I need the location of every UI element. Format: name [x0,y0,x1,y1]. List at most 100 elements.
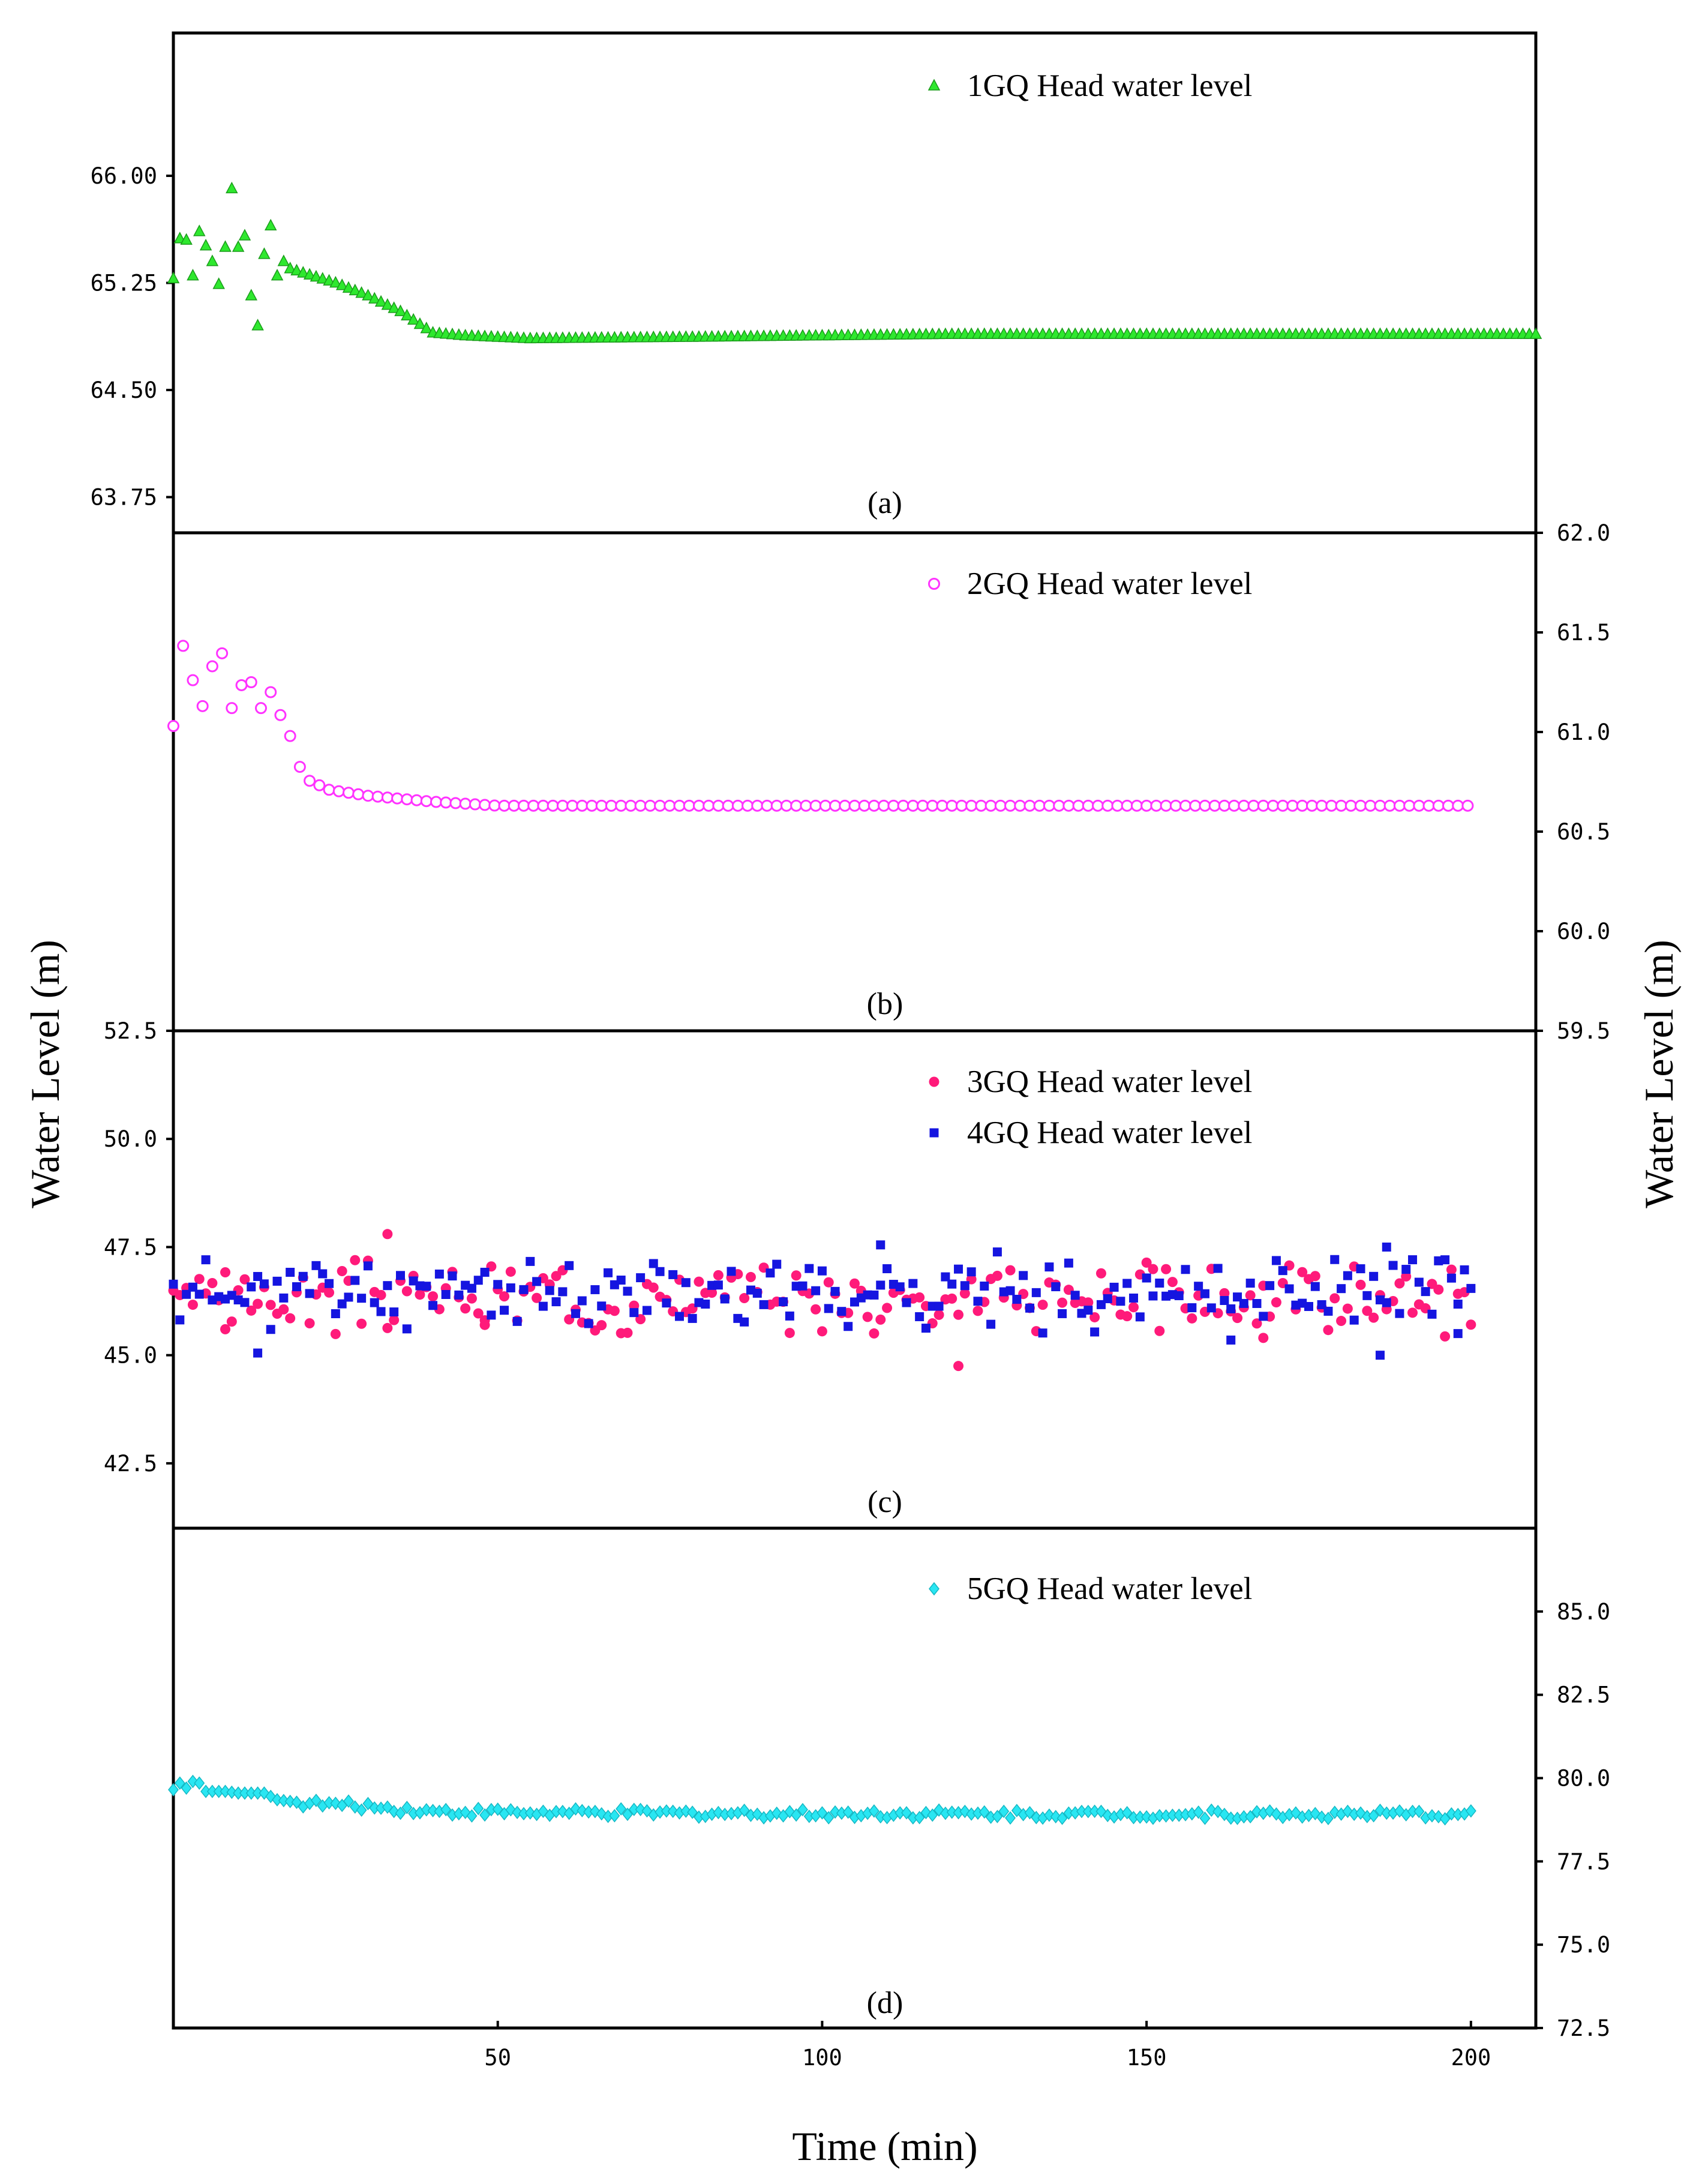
data-point [745,1271,756,1282]
data-point [415,1289,425,1300]
data-point [878,799,890,812]
data-point [342,787,355,799]
data-point [830,1286,840,1296]
data-point [829,799,842,812]
data-point [1155,1278,1164,1288]
data-point [914,1811,925,1825]
legend-marker [929,1582,939,1596]
data-point [1218,799,1230,812]
data-point [875,1314,886,1325]
data-point [381,791,394,804]
data-point [1142,1273,1151,1283]
data-point [915,1312,924,1321]
data-point [926,799,939,812]
data-point [823,1811,835,1825]
data-point [1199,799,1211,812]
data-point [868,1804,879,1818]
data-point [1219,1288,1230,1298]
data-point [303,268,316,280]
data-point [479,1808,491,1822]
data-point [441,1289,451,1299]
data-point [342,281,355,293]
data-point [959,1288,970,1299]
data-point [401,1286,412,1297]
data-point [1193,1805,1204,1819]
data-point [304,1318,315,1328]
data-point [642,1306,652,1315]
data-point [1238,799,1250,812]
data-point [634,799,647,812]
data-point [869,1328,879,1339]
data-point [867,799,880,812]
data-point [595,799,608,812]
data-point [707,1287,718,1298]
data-point [394,304,407,316]
data-point [1174,1291,1184,1300]
data-point [356,1803,367,1817]
data-point [1187,1313,1197,1324]
data-point [1460,1265,1469,1274]
data-point [410,794,423,806]
data-point [356,1318,367,1329]
data-point [1401,1265,1411,1274]
data-point [692,799,705,812]
data-point [323,784,335,796]
data-point [648,1282,659,1293]
data-point [1453,1300,1463,1309]
series-5gq [168,1774,1476,1826]
data-point [506,1283,515,1292]
panel-a: 66.00 65.25 64.50 63.75 (a) 1GQ Head water le… [91,68,1542,520]
data-point [499,1291,510,1302]
data-point [1304,1301,1313,1311]
data-point [772,1259,782,1269]
data-point [994,799,1007,812]
data-point [662,1298,671,1308]
data-point [304,775,316,787]
data-point [739,1803,750,1817]
data-point [805,1264,814,1273]
data-point [1375,1351,1385,1360]
data-point [220,1324,231,1334]
data-point [1271,1256,1281,1265]
data-point [622,1327,633,1338]
data-point [473,1801,484,1816]
data-point [1382,1242,1391,1252]
data-point [1128,1302,1139,1313]
y-tick-label: 63.75 [91,485,157,511]
data-point [712,799,725,812]
data-point [1252,1298,1262,1308]
data-point [329,275,342,288]
data-point [1062,799,1075,812]
data-point [817,1806,828,1820]
y-tick-label: 85.0 [1557,1599,1610,1625]
data-point [376,1307,386,1316]
data-point [168,1783,179,1797]
data-point [635,1802,646,1817]
data-point [286,1267,295,1277]
data-point [862,1312,873,1322]
y-tick-label: 42.5 [104,1451,157,1477]
data-point [791,1270,802,1281]
data-point [344,1292,353,1302]
data-point [376,1289,386,1300]
data-point [1245,1810,1256,1824]
data-point [1101,799,1114,812]
data-point [576,799,589,812]
y-tick-label: 72.5 [1557,2015,1610,2041]
data-point [1432,799,1445,812]
data-point [193,224,206,236]
data-point [1393,799,1406,812]
y-tick-label: 61.5 [1557,620,1610,646]
data-point [1440,1255,1450,1265]
data-point [830,1805,841,1819]
data-point [1433,1284,1444,1295]
data-point [1322,1811,1334,1825]
data-point [1329,1293,1340,1304]
data-point [615,799,628,812]
data-point [616,1275,626,1285]
legend-label: 1GQ Head water level [967,68,1252,103]
data-point [1310,1271,1320,1282]
data-point [644,799,656,812]
data-point [1051,1282,1061,1292]
